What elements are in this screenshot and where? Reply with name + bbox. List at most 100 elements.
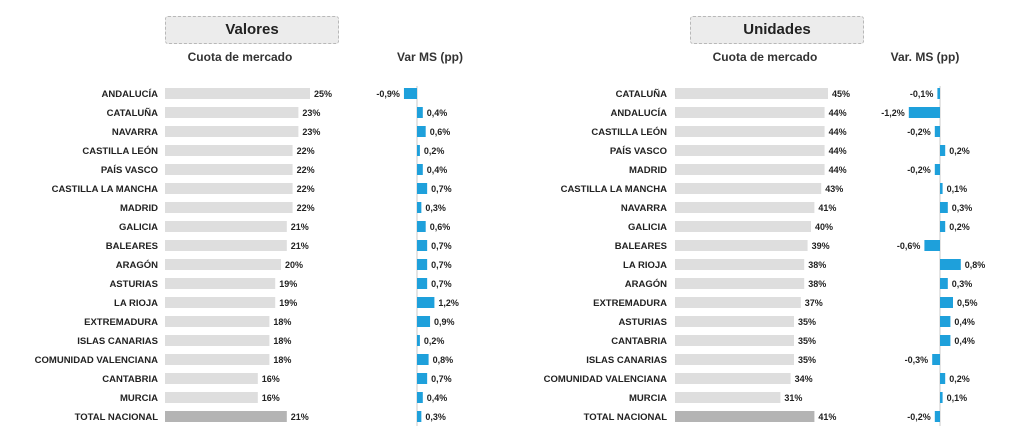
unidades-var-label: 0,2% [949,146,970,156]
unidades-share-label: 43% [825,184,843,194]
unidades-share-label: 38% [808,279,826,289]
valores-var-label: 0,6% [430,222,451,232]
valores-var-label: 0,7% [431,260,452,270]
valores-var-header: Var MS (pp) [396,50,463,64]
unidades-share-bar [675,297,801,308]
valores-var-bar [417,183,428,194]
unidades-category-label: MURCIA [629,393,667,404]
unidades-share-bar [675,164,825,175]
valores-var-label: 0,4% [427,108,448,118]
unidades-var-bar [940,297,953,308]
unidades-var-label: 0,4% [954,336,975,346]
valores-share-bar [165,354,270,365]
unidades-var-label: 0,1% [947,393,968,403]
unidades-share-bar [675,88,828,99]
unidades-share-bar [675,259,805,270]
unidades-share-label: 38% [808,260,826,270]
unidades-share-bar [675,354,794,365]
valores-var-bar [417,221,426,232]
valores-var-label: -0,9% [376,89,400,99]
valores-var-label: 0,6% [430,127,451,137]
unidades-category-label: EXTREMADURA [593,298,667,309]
valores-share-label: 18% [273,317,291,327]
unidades-share-label: 45% [832,89,850,99]
valores-share-bar [165,316,270,327]
unidades-var-label: 0,8% [965,260,986,270]
valores-var-label: 0,7% [431,184,452,194]
unidades-share-header: Cuota de mercado [712,50,818,64]
unidades-share-bar [675,183,822,194]
valores-var-label: 0,7% [431,279,452,289]
unidades-category-label: GALICIA [628,222,667,233]
valores-var-bar [417,259,428,270]
valores-var-bar [417,202,422,213]
valores-var-bar [417,373,428,384]
valores-var-bar [417,107,423,118]
unidades-share-bar [675,278,805,289]
unidades-var-bar [932,354,940,365]
unidades-share-label: 44% [829,146,847,156]
unidades-category-label: NAVARRA [621,203,667,214]
unidades-title: Unidades [743,21,811,38]
valores-share-bar [165,392,258,403]
unidades-category-label: LA RIOJA [623,260,667,271]
valores-share-label: 19% [279,279,297,289]
valores-var-bar [403,88,417,99]
valores-share-label: 21% [291,241,309,251]
unidades-var-bar [934,164,940,175]
valores-category-label: EXTREMADURA [84,317,158,328]
valores-var-bar [417,297,435,308]
valores-category-label: NAVARRA [112,127,158,138]
valores-category-label: COMUNIDAD VALENCIANA [35,355,158,366]
unidades-var-bar [940,183,943,194]
unidades-share-bar [675,373,791,384]
unidades-category-label: ISLAS CANARIAS [586,355,667,366]
unidades-category-label: ARAGÓN [625,278,667,290]
unidades-var-bar [908,107,940,118]
valores-var-label: 0,3% [425,412,446,422]
unidades-var-bar [934,411,940,422]
valores-category-label: MURCIA [120,393,158,404]
unidades-share-label: 34% [795,374,813,384]
valores-var-label: 0,9% [434,317,455,327]
valores-share-bar [165,335,270,346]
unidades-title-box: Unidades [690,16,864,44]
valores-var-label: 0,2% [424,336,445,346]
valores-category-label: CASTILLA LA MANCHA [52,184,159,195]
valores-category-label: TOTAL NACIONAL [75,412,159,423]
valores-title: Valores [225,21,279,38]
unidades-category-label: ANDALUCÍA [611,108,668,119]
valores-share-bar [165,278,276,289]
unidades-share-label: 44% [829,165,847,175]
valores-category-label: ANDALUCÍA [102,89,159,100]
unidades-share-label: 37% [805,298,823,308]
unidades-share-bar [675,202,815,213]
unidades-share-bar [675,316,794,327]
valores-var-label: 0,4% [427,165,448,175]
valores-share-label: 23% [302,127,320,137]
valores-share-label: 21% [291,222,309,232]
unidades-share-label: 44% [829,108,847,118]
valores-category-label: ARAGÓN [116,259,158,271]
valores-var-bar [417,126,426,137]
valores-var-bar [417,145,420,156]
unidades-share-bar [675,221,811,232]
unidades-var-bar [940,316,951,327]
unidades-category-label: CASTILLA LA MANCHA [561,184,668,195]
valores-category-label: GALICIA [119,222,158,233]
valores-share-bar [165,88,310,99]
valores-share-label: 16% [262,393,280,403]
valores-var-bar [417,411,422,422]
unidades-var-bar [940,259,961,270]
valores-var-bar [417,278,428,289]
unidades-share-bar [675,335,794,346]
valores-share-label: 21% [291,412,309,422]
unidades-var-label: -0,2% [907,165,931,175]
unidades-share-bar [675,126,825,137]
valores-var-label: 0,8% [433,355,454,365]
unidades-var-label: 0,1% [947,184,968,194]
valores-title-box: Valores [165,16,339,44]
valores-share-label: 22% [297,203,315,213]
valores-share-header: Cuota de mercado [187,50,293,64]
